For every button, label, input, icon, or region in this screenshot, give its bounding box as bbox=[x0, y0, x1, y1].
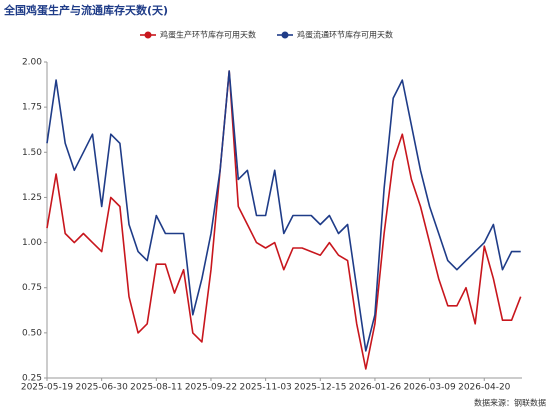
y-tick-label: 1.75 bbox=[22, 103, 42, 113]
x-tick-label: 2025-12-15 bbox=[294, 383, 346, 393]
legend-label: 鸡蛋生产环节库存可用天数 bbox=[160, 30, 256, 40]
x-tick-label: 2026-03-09 bbox=[403, 383, 456, 393]
y-tick-label: 0.25 bbox=[22, 374, 42, 384]
x-tick-label: 2025-08-11 bbox=[130, 383, 182, 393]
y-tick-label: 0.75 bbox=[22, 283, 42, 293]
y-tick-label: 1.50 bbox=[22, 148, 42, 158]
series-line bbox=[46, 70, 522, 370]
y-tick-label: 1.25 bbox=[22, 193, 42, 203]
source-note: 数据来源：钢联数据 bbox=[474, 398, 546, 408]
x-tick-label: 2025-06-30 bbox=[76, 383, 129, 393]
series-line bbox=[46, 70, 521, 352]
x-tick-label: 2025-11-03 bbox=[239, 383, 291, 393]
legend-label: 鸡蛋流通环节库存可用天数 bbox=[297, 30, 393, 40]
legend-marker bbox=[281, 31, 289, 39]
chart-title: 全国鸡蛋生产与流通库存天数(天) bbox=[3, 3, 168, 17]
y-tick-label: 2.00 bbox=[22, 58, 42, 68]
x-tick-label: 2025-09-22 bbox=[185, 383, 237, 393]
x-tick-label: 2026-04-20 bbox=[458, 383, 511, 393]
y-tick-label: 0.50 bbox=[22, 328, 42, 338]
x-tick-label: 2025-05-19 bbox=[21, 383, 74, 393]
y-tick-label: 1.00 bbox=[22, 238, 42, 248]
legend-marker bbox=[144, 31, 152, 39]
x-tick-label: 2026-01-26 bbox=[349, 383, 402, 393]
